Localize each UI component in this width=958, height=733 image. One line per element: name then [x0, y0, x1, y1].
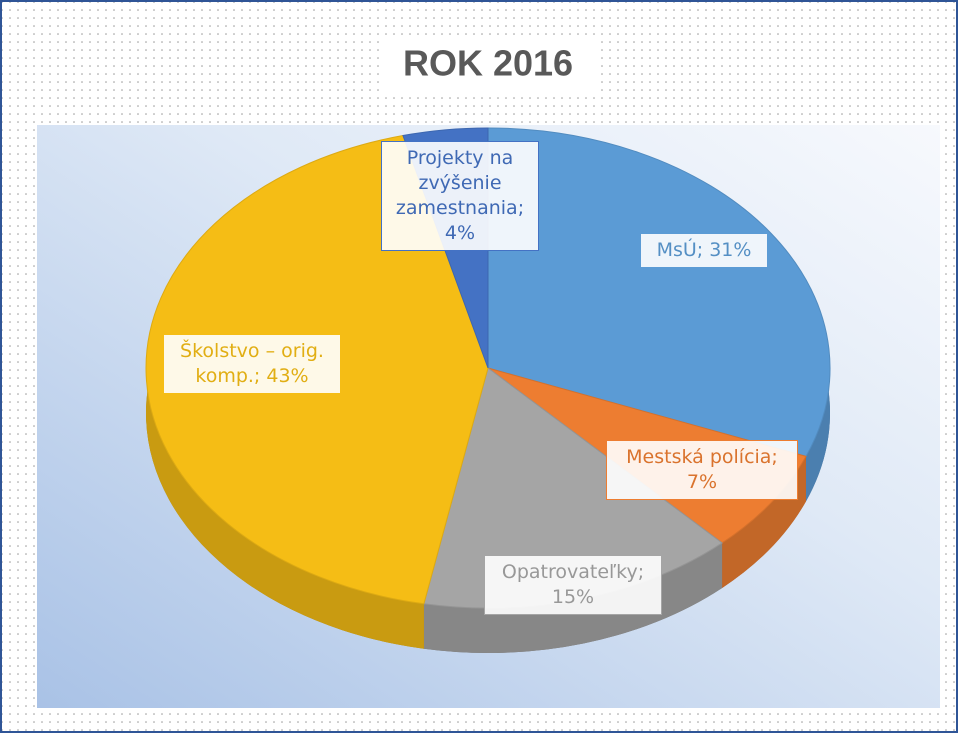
- data-label: Opatrovateľky; 15%: [484, 555, 662, 615]
- data-label: Školstvo – orig. komp.; 43%: [163, 334, 341, 394]
- slice: [487, 127, 831, 457]
- data-label: Projekty na zvýšenie zamestnania; 4%: [381, 141, 539, 251]
- data-label: Mestská polícia; 7%: [606, 440, 798, 500]
- data-label: MsÚ; 31%: [640, 233, 768, 268]
- title-bg: [380, 40, 596, 92]
- chart-title: ROK 2016: [403, 43, 573, 84]
- slice-side: [423, 542, 723, 654]
